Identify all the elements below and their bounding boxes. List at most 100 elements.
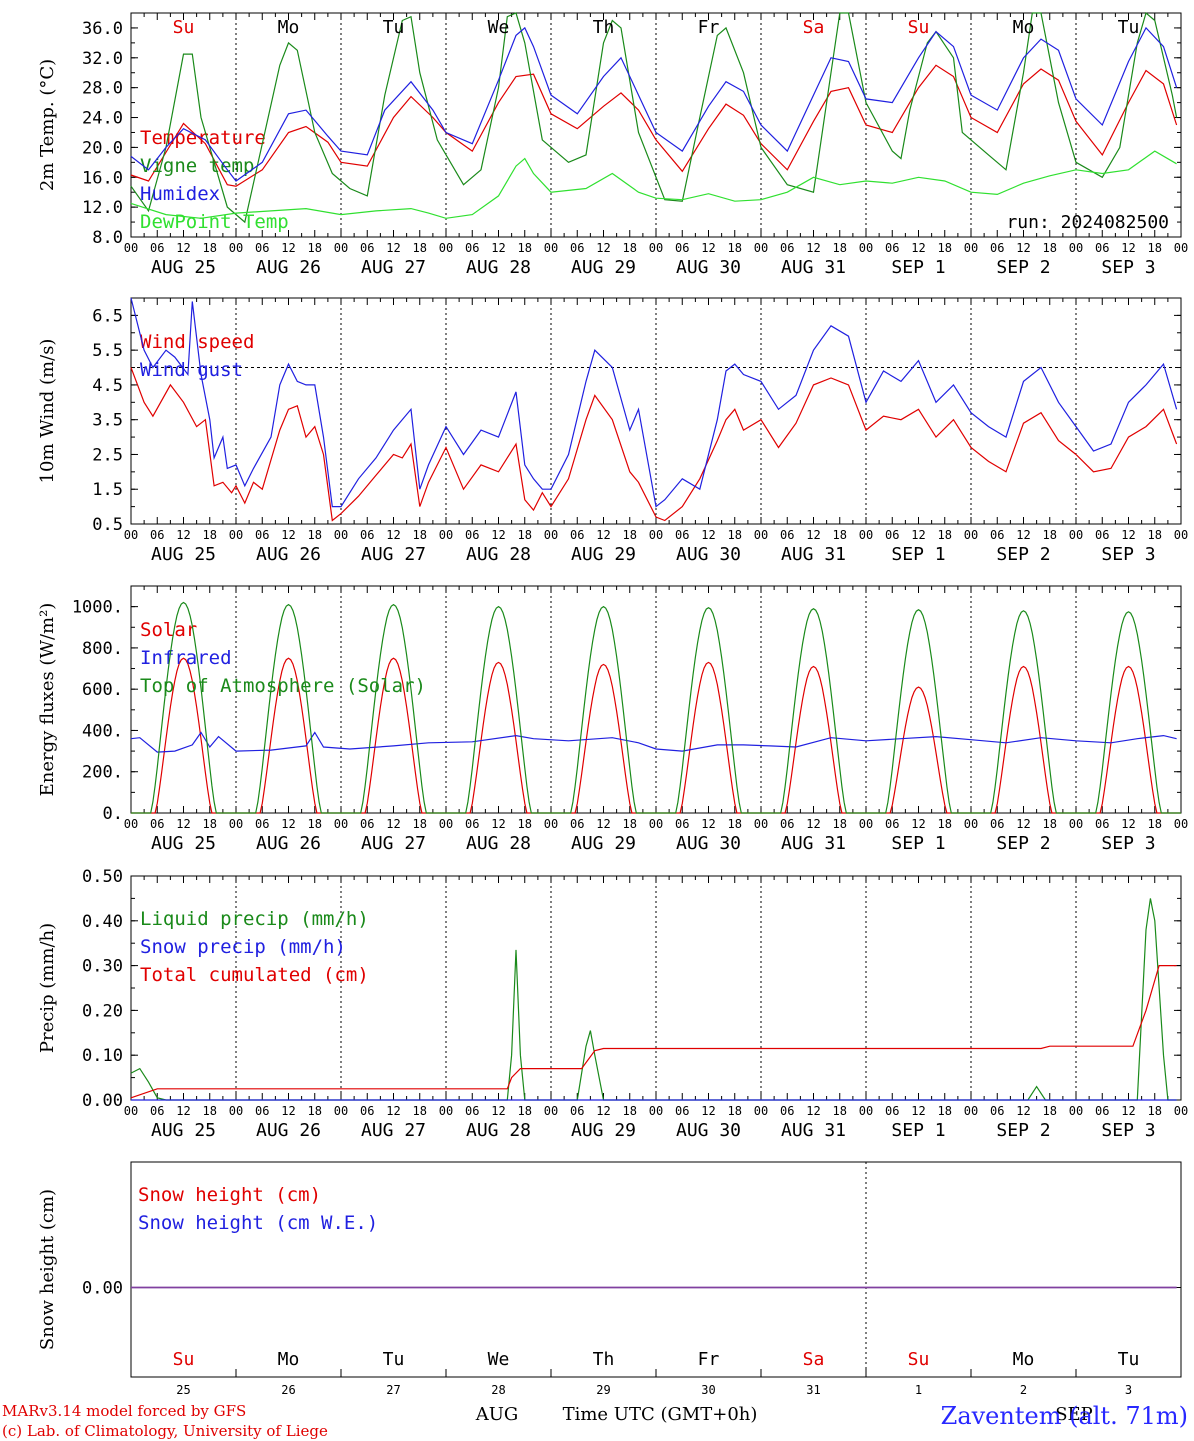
y-tick-label: 0.00 (82, 1279, 123, 1299)
hour-tick-label: 12 (176, 241, 190, 255)
hour-tick-label: 00 (964, 817, 978, 831)
date-label: AUG 31 (781, 544, 846, 565)
hour-tick-label: 12 (176, 1104, 190, 1118)
day-name: We (488, 1349, 510, 1370)
hour-tick-label: 12 (1121, 1104, 1135, 1118)
hour-tick-label: 00 (124, 817, 138, 831)
legend-label: Top of Atmosphere (Solar) (140, 675, 426, 697)
hour-tick-label: 18 (833, 241, 847, 255)
y-tick-label: 0.30 (82, 957, 123, 977)
hour-tick-label: 00 (754, 241, 768, 255)
hour-tick-label: 18 (203, 241, 217, 255)
hour-tick-label: 18 (413, 241, 427, 255)
hour-tick-label: 06 (465, 241, 479, 255)
x-axis-label: Time UTC (GMT+0h) (563, 1404, 758, 1425)
day-number: 30 (701, 1383, 715, 1397)
hour-tick-label: 00 (1069, 817, 1083, 831)
y-tick-label: 0.00 (82, 1091, 123, 1111)
hour-tick-label: 00 (1069, 1104, 1083, 1118)
y-tick-label: 0.5 (92, 515, 123, 535)
hour-tick-label: 00 (649, 528, 663, 542)
hour-tick-label: 06 (990, 1104, 1004, 1118)
hour-tick-label: 12 (386, 528, 400, 542)
hour-tick-label: 18 (413, 817, 427, 831)
date-label: SEP 3 (1101, 1120, 1155, 1141)
legend-label: Snow height (cm W.E.) (138, 1212, 378, 1234)
hour-tick-label: 18 (728, 528, 742, 542)
hour-tick-label: 00 (859, 528, 873, 542)
hour-tick-label: 00 (859, 1104, 873, 1118)
month-label: SEP (1055, 1404, 1093, 1425)
day-number: 29 (596, 1383, 610, 1397)
date-label: AUG 25 (151, 257, 216, 278)
hour-tick-label: 06 (465, 528, 479, 542)
hour-tick-label: 12 (596, 817, 610, 831)
hour-tick-label: 12 (386, 817, 400, 831)
date-label: SEP 2 (996, 1120, 1050, 1141)
y-tick-label: 200. (82, 763, 123, 783)
hour-tick-label: 18 (518, 528, 532, 542)
hour-tick-label: 18 (1148, 1104, 1162, 1118)
hour-tick-label: 18 (1043, 817, 1057, 831)
hour-tick-label: 00 (544, 528, 558, 542)
legend-label: Total cumulated (cm) (140, 964, 369, 986)
date-label: AUG 28 (466, 833, 531, 854)
y-tick-label: 36.0 (82, 19, 123, 39)
legend-label: Snow height (cm) (138, 1184, 321, 1206)
hour-tick-label: 18 (413, 1104, 427, 1118)
hour-tick-label: 00 (229, 817, 243, 831)
y-tick-label: 6.5 (92, 306, 123, 326)
y-tick-label: 8.0 (92, 228, 123, 248)
month-label: AUG (475, 1404, 519, 1425)
hour-tick-label: 18 (623, 817, 637, 831)
date-label: SEP 2 (996, 544, 1050, 565)
hour-tick-label: 00 (964, 241, 978, 255)
date-label: SEP 1 (891, 1120, 945, 1141)
hour-tick-label: 06 (885, 1104, 899, 1118)
hour-tick-label: 00 (1069, 528, 1083, 542)
hour-tick-label: 18 (1148, 528, 1162, 542)
hour-tick-label: 00 (1174, 241, 1188, 255)
hour-tick-label: 00 (754, 528, 768, 542)
hour-tick-label: 00 (1174, 528, 1188, 542)
hour-tick-label: 12 (491, 241, 505, 255)
hour-tick-label: 12 (911, 817, 925, 831)
hour-tick-label: 18 (728, 241, 742, 255)
hour-tick-label: 06 (570, 1104, 584, 1118)
date-label: AUG 29 (571, 1120, 636, 1141)
hour-tick-label: 18 (623, 1104, 637, 1118)
hour-tick-label: 18 (203, 817, 217, 831)
hour-tick-label: 00 (1174, 817, 1188, 831)
day-number: 25 (176, 1383, 190, 1397)
date-label: SEP 1 (891, 544, 945, 565)
hour-tick-label: 00 (964, 528, 978, 542)
hour-tick-label: 18 (833, 528, 847, 542)
series-line-dewpoint-temp (130, 150, 1177, 219)
hour-tick-label: 12 (281, 528, 295, 542)
hour-tick-label: 12 (281, 241, 295, 255)
series-line-infrared (130, 731, 1177, 753)
date-label: AUG 27 (361, 1120, 426, 1141)
day-number: 31 (806, 1383, 820, 1397)
y-tick-label: 1000. (72, 598, 123, 618)
hour-tick-label: 06 (990, 241, 1004, 255)
hour-tick-label: 06 (675, 817, 689, 831)
hour-tick-label: 18 (623, 528, 637, 542)
run-label: run: 2024082500 (1006, 212, 1169, 233)
day-number: 1 (915, 1383, 922, 1397)
hour-tick-label: 06 (570, 817, 584, 831)
hour-tick-label: 18 (833, 1104, 847, 1118)
legend-label: Humidex (140, 183, 220, 205)
hour-tick-label: 06 (360, 817, 374, 831)
day-name: Mo (278, 17, 300, 38)
hour-tick-label: 18 (938, 1104, 952, 1118)
date-label: AUG 29 (571, 544, 636, 565)
hour-tick-label: 18 (728, 817, 742, 831)
hour-tick-label: 12 (806, 528, 820, 542)
hour-tick-label: 00 (334, 241, 348, 255)
hour-tick-label: 12 (596, 241, 610, 255)
series-line-vigne-temp (130, 11, 1178, 224)
y-tick-label: 0.10 (82, 1046, 123, 1066)
day-number: 27 (386, 1383, 400, 1397)
series-line-wind-speed (130, 367, 1178, 522)
